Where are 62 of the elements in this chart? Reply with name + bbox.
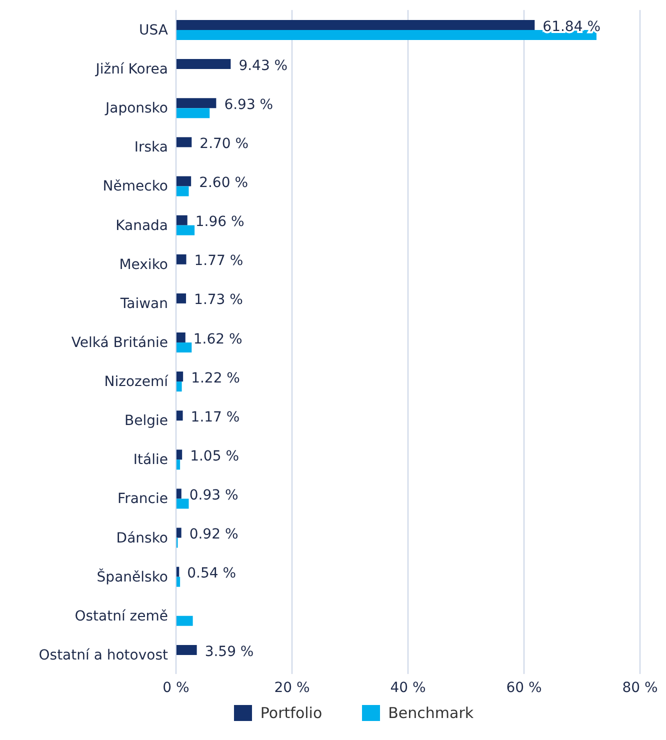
x-tick-label: 80 %	[622, 680, 658, 696]
bar	[176, 382, 182, 392]
data-label: 9.43 %	[238, 58, 288, 74]
y-tick-label: Francie	[118, 491, 168, 508]
bar	[176, 498, 189, 509]
y-tick-label: Itálie	[133, 452, 168, 468]
y-tick-label: Taiwan	[119, 296, 168, 312]
y-tick-label: Ostatní a hotovost	[38, 647, 168, 664]
bar	[176, 644, 197, 655]
bar	[176, 98, 216, 108]
x-tick-label: 20 %	[274, 680, 310, 696]
data-label: 1.05 %	[190, 448, 240, 464]
bar	[176, 186, 189, 196]
bar	[176, 225, 195, 236]
bar	[176, 108, 210, 118]
bar	[176, 410, 183, 421]
bar	[176, 528, 182, 538]
bar	[176, 616, 193, 626]
y-tick-label: Kanada	[116, 218, 168, 234]
y-tick-label: Nizozemí	[104, 374, 170, 390]
data-label: 1.77 %	[194, 253, 244, 270]
y-tick-label: Irska	[134, 140, 168, 156]
y-tick-label: Německo	[102, 178, 168, 195]
y-tick-label: Mexiko	[119, 256, 168, 273]
data-label: 2.70 %	[200, 136, 249, 152]
x-tick-label: 60 %	[506, 680, 542, 696]
x-tick-label: 0 %	[162, 680, 190, 696]
legend-label: Portfolio	[260, 704, 322, 722]
bar	[176, 20, 535, 30]
bar	[176, 342, 192, 352]
bar	[176, 332, 186, 342]
bar	[176, 372, 184, 382]
y-tick-label: Jižní Korea	[94, 62, 168, 78]
bar	[176, 293, 186, 304]
data-label: 3.59 %	[204, 644, 254, 660]
y-tick-label: USA	[139, 22, 168, 38]
data-label: 0.54 %	[187, 566, 236, 582]
data-label: 0.92 %	[189, 526, 238, 543]
bar	[176, 59, 231, 70]
legend-label: Benchmark	[388, 704, 474, 722]
y-tick-label: Belgie	[124, 413, 168, 430]
bar	[176, 176, 192, 186]
y-tick-label: Japonsko	[104, 100, 168, 117]
data-label: 1.62 %	[193, 331, 242, 348]
bar	[176, 254, 186, 264]
data-label: 1.96 %	[195, 214, 244, 230]
data-label: 1.17 %	[190, 409, 240, 426]
data-label: 2.60 %	[199, 175, 248, 192]
data-label: 0.93 %	[189, 488, 238, 504]
bar	[176, 488, 182, 499]
x-tick-label: 40 %	[390, 680, 426, 696]
y-tick-label: Ostatní země	[74, 608, 168, 624]
y-tick-label: Dánsko	[116, 530, 168, 546]
y-tick-label: Velká Británie	[71, 334, 168, 351]
y-tick-label: Španělsko	[96, 568, 168, 586]
bar	[176, 30, 596, 40]
bar	[176, 215, 188, 226]
bar	[176, 450, 182, 460]
data-label: 1.73 %	[194, 292, 243, 308]
data-label: 1.22 %	[191, 370, 240, 386]
data-label: 6.93 %	[224, 96, 274, 113]
bar	[176, 137, 192, 148]
